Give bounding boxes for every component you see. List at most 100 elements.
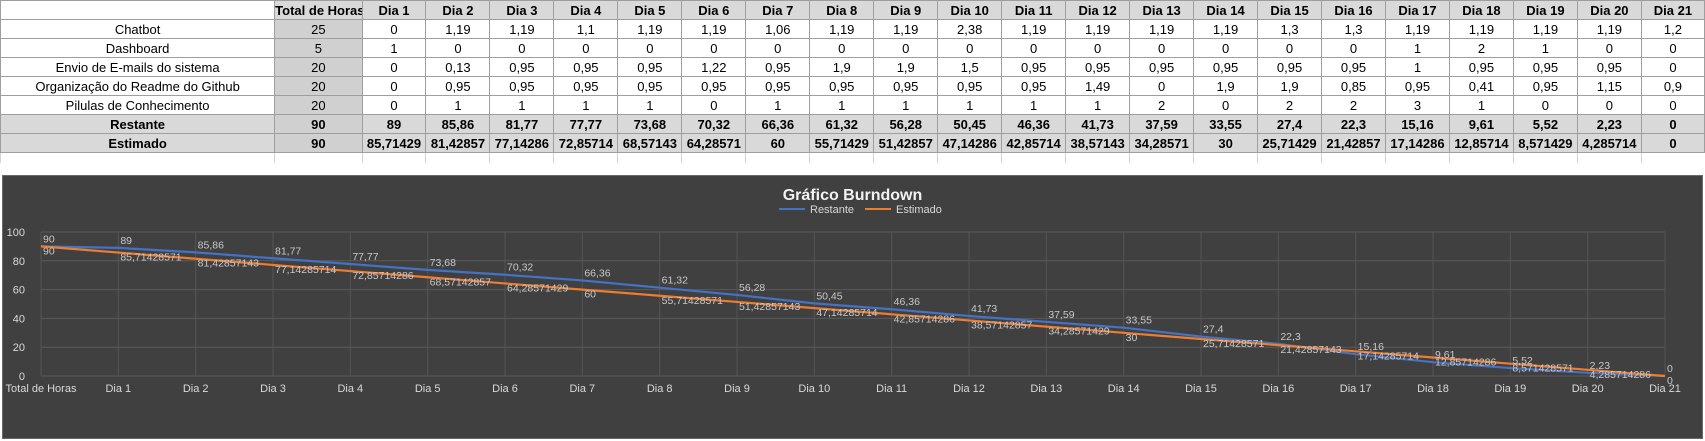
table-cell[interactable]: 0 <box>617 38 683 58</box>
empty-cell[interactable] <box>1321 152 1386 163</box>
table-cell[interactable]: 0,95 <box>1385 76 1450 96</box>
table-cell[interactable]: 85,71429 <box>361 133 427 153</box>
table-cell[interactable]: 0,95 <box>553 57 619 77</box>
header-cell[interactable]: Dia 20 <box>1576 0 1642 20</box>
table-cell[interactable]: 1,3 <box>1321 19 1386 39</box>
table-cell[interactable]: 30 <box>1193 133 1259 153</box>
empty-cell[interactable] <box>1129 152 1194 163</box>
header-cell[interactable]: Dia 14 <box>1193 0 1259 20</box>
table-cell[interactable]: 0,95 <box>1512 57 1578 77</box>
header-cell[interactable]: Dia 9 <box>873 0 939 20</box>
header-cell[interactable]: Dia 19 <box>1512 0 1578 20</box>
table-cell[interactable]: 0 <box>681 38 747 58</box>
empty-cell[interactable] <box>0 152 275 163</box>
table-cell[interactable]: 25,71429 <box>1257 133 1323 153</box>
header-cell[interactable]: Dia 18 <box>1448 0 1514 20</box>
table-cell[interactable]: 0,95 <box>617 57 683 77</box>
empty-cell[interactable] <box>1001 152 1066 163</box>
table-cell[interactable]: 0,95 <box>1512 76 1578 96</box>
table-cell[interactable]: 64,28571 <box>681 133 747 153</box>
table-cell[interactable]: 21,42857 <box>1321 133 1386 153</box>
table-cell[interactable]: 81,77 <box>489 114 555 134</box>
table-cell[interactable]: 1 <box>873 95 939 115</box>
header-cell[interactable]: Dia 17 <box>1385 0 1450 20</box>
table-cell[interactable]: 0 <box>1576 95 1642 115</box>
table-cell[interactable]: 15,16 <box>1385 114 1450 134</box>
header-cell[interactable]: Dia 8 <box>809 0 875 20</box>
table-cell[interactable]: 33,55 <box>1193 114 1259 134</box>
table-cell[interactable]: 1 <box>1065 95 1131 115</box>
table-cell[interactable]: 73,68 <box>617 114 683 134</box>
table-cell[interactable]: 9,61 <box>1448 114 1514 134</box>
empty-cell[interactable] <box>553 152 618 163</box>
table-cell[interactable]: 70,32 <box>681 114 747 134</box>
table-cell[interactable]: 72,85714 <box>553 133 619 153</box>
header-cell[interactable]: Dia 3 <box>489 0 555 20</box>
table-cell[interactable]: 0 <box>1257 38 1323 58</box>
empty-cell[interactable] <box>274 152 362 163</box>
empty-cell[interactable] <box>873 152 938 163</box>
header-cell[interactable]: Dia 13 <box>1129 0 1195 20</box>
table-cell[interactable]: 0,95 <box>745 57 811 77</box>
header-cell[interactable]: Total de Horas <box>274 0 363 20</box>
table-cell[interactable]: 1,5 <box>937 57 1003 77</box>
table-cell[interactable]: 0,95 <box>1001 57 1067 77</box>
table-cell[interactable]: 0,41 <box>1448 76 1514 96</box>
empty-cell[interactable] <box>617 152 682 163</box>
table-cell[interactable]: 46,36 <box>1001 114 1067 134</box>
table-cell[interactable]: 1,49 <box>1065 76 1131 96</box>
empty-cell[interactable] <box>1065 152 1130 163</box>
table-cell[interactable]: 1,9 <box>1257 76 1323 96</box>
table-cell[interactable]: 1,19 <box>1512 19 1578 39</box>
empty-cell[interactable] <box>1385 152 1450 163</box>
row-label-cell[interactable]: Dashboard <box>0 38 276 58</box>
table-cell[interactable]: 56,28 <box>873 114 939 134</box>
table-cell[interactable]: 0,95 <box>937 76 1003 96</box>
table-cell[interactable]: 1,9 <box>1193 76 1259 96</box>
table-cell[interactable]: 1 <box>489 95 555 115</box>
table-cell[interactable]: 0 <box>361 76 427 96</box>
table-cell[interactable]: 0 <box>681 95 747 115</box>
empty-cell[interactable] <box>1257 152 1322 163</box>
table-cell[interactable]: 77,77 <box>553 114 619 134</box>
row-label-cell[interactable]: Restante <box>0 114 276 134</box>
table-cell[interactable]: 1,06 <box>745 19 811 39</box>
table-cell[interactable]: 1,19 <box>1065 19 1131 39</box>
table-cell[interactable]: 1 <box>1385 57 1450 77</box>
table-cell[interactable]: 0 <box>937 38 1003 58</box>
table-cell[interactable]: 0 <box>745 38 811 58</box>
empty-cell[interactable] <box>937 152 1002 163</box>
header-cell[interactable]: Dia 5 <box>617 0 683 20</box>
table-cell[interactable]: 0 <box>1640 57 1705 77</box>
table-cell[interactable]: 47,14286 <box>937 133 1003 153</box>
table-cell[interactable]: 51,42857 <box>873 133 939 153</box>
header-cell[interactable]: Dia 6 <box>681 0 747 20</box>
table-cell[interactable]: 27,4 <box>1257 114 1323 134</box>
table-cell[interactable]: 1 <box>745 95 811 115</box>
empty-cell[interactable] <box>1512 152 1578 163</box>
table-cell[interactable]: 60 <box>745 133 811 153</box>
table-cell[interactable]: 55,71429 <box>809 133 875 153</box>
table-cell[interactable]: 0,95 <box>1448 57 1514 77</box>
table-cell[interactable]: 0,95 <box>873 76 939 96</box>
row-label-cell[interactable]: Estimado <box>0 133 276 153</box>
table-cell[interactable]: 0,95 <box>425 76 491 96</box>
table-cell[interactable]: 0,95 <box>1257 57 1323 77</box>
empty-cell[interactable] <box>489 152 554 163</box>
empty-cell[interactable] <box>681 152 746 163</box>
table-cell[interactable]: 0,95 <box>1576 57 1642 77</box>
table-cell[interactable]: 50,45 <box>937 114 1003 134</box>
table-cell[interactable]: 1,9 <box>873 57 939 77</box>
table-cell[interactable]: 0,95 <box>617 76 683 96</box>
row-label-cell[interactable]: Organização do Readme do Github <box>0 76 276 96</box>
table-cell[interactable]: 1,19 <box>1385 19 1450 39</box>
table-cell[interactable]: 0,95 <box>745 76 811 96</box>
empty-cell[interactable] <box>1448 152 1514 163</box>
table-cell[interactable]: 90 <box>274 133 363 153</box>
table-cell[interactable]: 38,57143 <box>1065 133 1131 153</box>
empty-cell[interactable] <box>425 152 490 163</box>
empty-cell[interactable] <box>361 152 426 163</box>
row-label-cell[interactable]: Pilulas de Conhecimento <box>0 95 276 115</box>
table-cell[interactable]: 20 <box>274 76 363 96</box>
table-cell[interactable]: 0 <box>1129 38 1195 58</box>
